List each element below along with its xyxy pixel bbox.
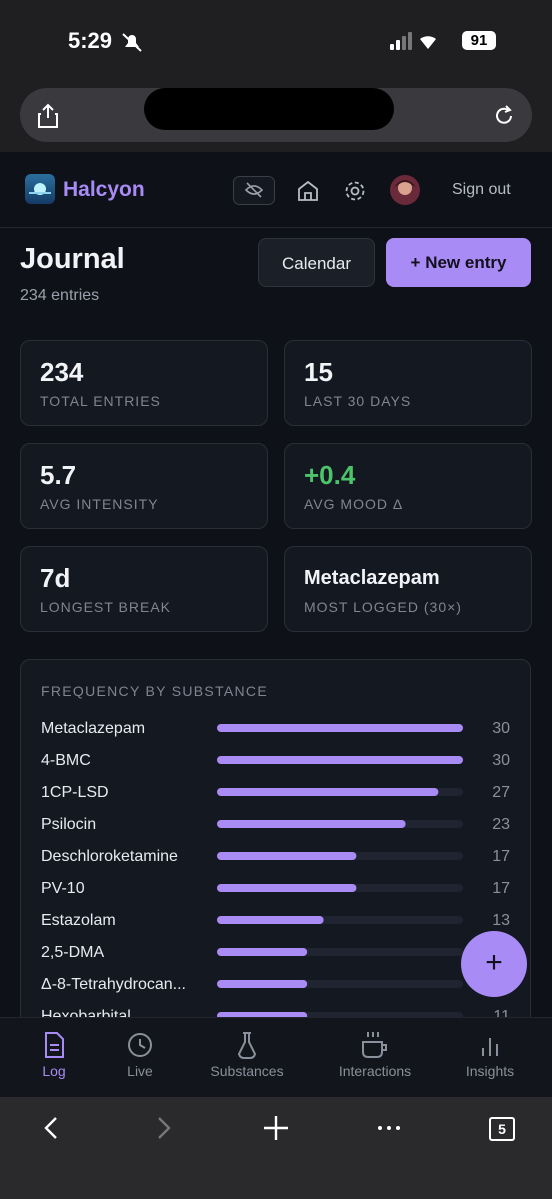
nav-label[interactable]: Live [127, 1063, 153, 1079]
share-icon[interactable] [36, 103, 60, 129]
bar [217, 916, 324, 924]
frequency-title: FREQUENCY BY SUBSTANCE [41, 683, 268, 699]
substance-count: 13 [492, 912, 510, 929]
substance-name: Estazolam [41, 912, 116, 929]
status-time: 5:29 [68, 28, 113, 53]
stat-label: AVG INTENSITY [40, 496, 159, 512]
substance-name: 1CP-LSD [41, 784, 109, 801]
bar [217, 724, 463, 732]
stat-label: AVG MOOD Δ [304, 496, 404, 512]
bar [217, 948, 308, 956]
privacy-toggle[interactable] [233, 176, 275, 205]
stat-card: Metaclazepam MOST LOGGED (30×) [284, 546, 532, 632]
logo [25, 174, 55, 204]
signal-wifi [390, 32, 436, 50]
stat-card: 5.7 AVG INTENSITY [20, 443, 268, 529]
entry-count: 234 entries [20, 287, 100, 304]
stat-value: 15 [304, 357, 333, 387]
sign-out[interactable]: Sign out [452, 181, 511, 198]
nav-icons [45, 1032, 498, 1059]
toolbar-icons [44, 1116, 400, 1140]
stat-value: 234 [40, 357, 84, 387]
substance-count: 30 [492, 752, 510, 769]
battery: 91 [462, 31, 496, 50]
fab-add[interactable]: + [461, 931, 527, 997]
stat-value: Metaclazepam [304, 567, 440, 589]
avatar[interactable] [390, 175, 420, 205]
substance-name: Psilocin [41, 816, 96, 833]
substance-name: Metaclazepam [41, 720, 145, 737]
bottom-nav [0, 1017, 552, 1098]
stat-value: +0.4 [304, 460, 356, 490]
substance-count: 30 [492, 720, 510, 737]
substance-name: Deschloroketamine [41, 848, 178, 865]
nav-label[interactable]: Interactions [338, 1063, 412, 1079]
browser-toolbar [0, 1097, 552, 1199]
nav-label[interactable]: Log [42, 1063, 66, 1079]
bar [217, 756, 463, 764]
stat-value: 5.7 [40, 460, 77, 490]
bar [217, 884, 357, 892]
substance-name: 4-BMC [41, 752, 91, 769]
stat-card: 234 TOTAL ENTRIES [20, 340, 268, 426]
reload-icon[interactable] [492, 104, 516, 128]
substance-count: 17 [492, 848, 510, 865]
mute-icon [122, 33, 142, 52]
stat-label: TOTAL ENTRIES [40, 393, 161, 409]
substance-count: 23 [492, 816, 510, 833]
substance-name: Δ-8-Tetrahydrocan... [41, 976, 186, 993]
substance-count: 17 [492, 880, 510, 897]
stat-card: 15 LAST 30 DAYS [284, 340, 532, 426]
app-header [0, 152, 552, 228]
bar [217, 852, 357, 860]
nav-label[interactable]: Substances [210, 1063, 284, 1079]
home-icon[interactable] [296, 179, 320, 203]
stat-label: MOST LOGGED (30×) [304, 599, 462, 615]
calendar-button[interactable]: Calendar [258, 238, 375, 287]
stat-label: LAST 30 DAYS [304, 393, 412, 409]
tab-count[interactable]: 5 [489, 1117, 515, 1141]
stat-card: 7d LONGEST BREAK [20, 546, 268, 632]
redacted-url [144, 88, 394, 130]
bar [217, 980, 308, 988]
stat-card: +0.4 AVG MOOD Δ [284, 443, 532, 529]
substance-name: 2,5-DMA [41, 944, 104, 961]
stat-label: LONGEST BREAK [40, 599, 172, 615]
substance-name: PV-10 [41, 880, 85, 897]
page-title: Journal [20, 243, 125, 275]
stat-value: 7d [40, 563, 71, 593]
nav-label[interactable]: Insights [465, 1063, 515, 1079]
bar [217, 788, 439, 796]
bar [217, 820, 406, 828]
new-entry-button[interactable]: + New entry [386, 238, 531, 287]
settings-icon[interactable] [343, 179, 367, 203]
brand[interactable]: Halcyon [63, 178, 145, 201]
substance-count: 27 [492, 784, 510, 801]
